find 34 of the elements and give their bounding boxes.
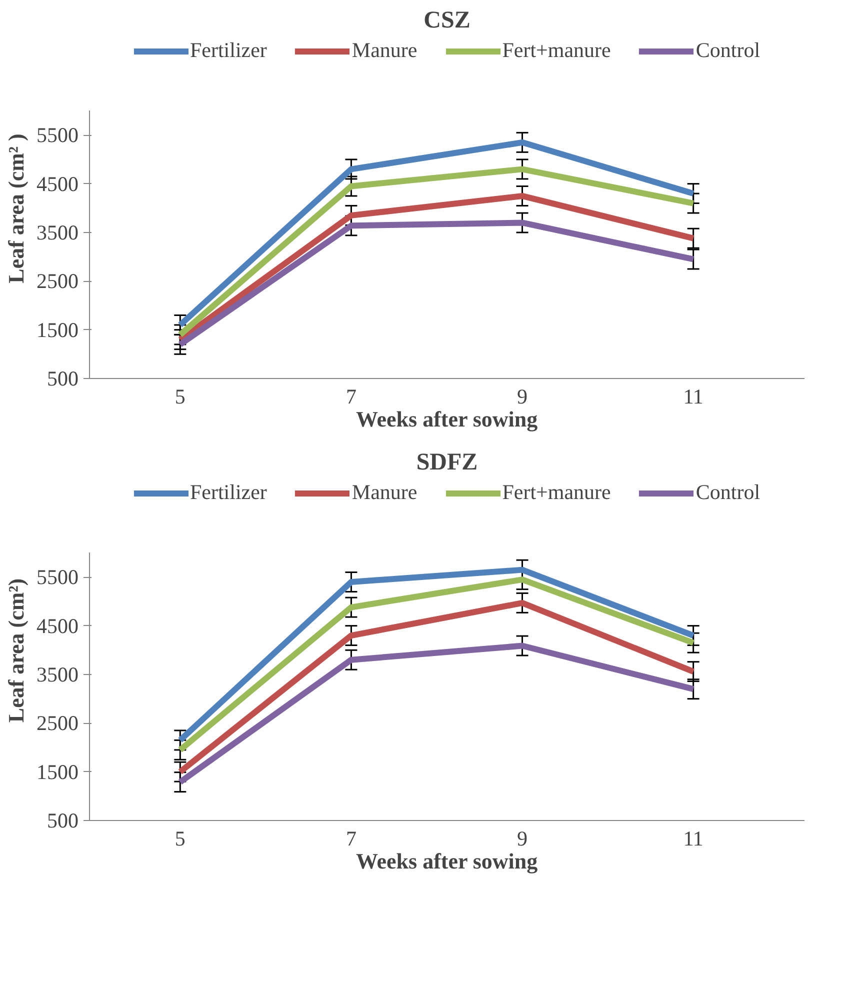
x-tick-label: 9 <box>517 826 528 850</box>
y-tick-label: 500 <box>47 808 78 832</box>
legend-label: Manure <box>352 38 418 63</box>
legend-label: Fert+manure <box>502 480 611 505</box>
chart-title: CSZ <box>424 8 470 34</box>
y-tick-label: 3500 <box>36 662 78 686</box>
x-tick-label: 5 <box>174 384 186 408</box>
x-tick-label: 11 <box>683 384 704 408</box>
y-axis-title: Leaf area (cm²) <box>4 578 28 723</box>
x-axis-title: Weeks after sowing <box>356 848 538 874</box>
y-tick-label: 3500 <box>36 220 78 244</box>
y-tick-label: 1500 <box>36 318 78 342</box>
x-tick-label: 11 <box>683 826 704 850</box>
x-tick-label: 7 <box>346 826 356 850</box>
legend-label: Fertilizer <box>190 480 267 505</box>
y-tick-label: 4500 <box>36 614 78 638</box>
legend-label: Fert+manure <box>502 38 611 63</box>
y-axis-title: Leaf area (cm² ) <box>4 134 28 284</box>
x-axis-title: Weeks after sowing <box>356 406 538 432</box>
legend-label: Control <box>696 38 760 63</box>
x-tick-label: 7 <box>346 384 356 408</box>
y-tick-label: 5500 <box>36 565 78 590</box>
x-tick-label: 9 <box>517 384 528 408</box>
y-tick-label: 2500 <box>36 269 78 294</box>
y-tick-label: 4500 <box>36 172 78 196</box>
legend-label: Fertilizer <box>190 38 267 63</box>
y-tick-label: 1500 <box>36 760 78 784</box>
x-tick-label: 5 <box>174 826 186 850</box>
y-tick-label: 2500 <box>36 711 78 736</box>
y-tick-label: 500 <box>47 366 78 390</box>
legend-label: Manure <box>352 480 418 505</box>
y-tick-label: 5500 <box>36 123 78 148</box>
legend-label: Control <box>696 480 760 505</box>
chart-title: SDFZ <box>416 450 478 476</box>
